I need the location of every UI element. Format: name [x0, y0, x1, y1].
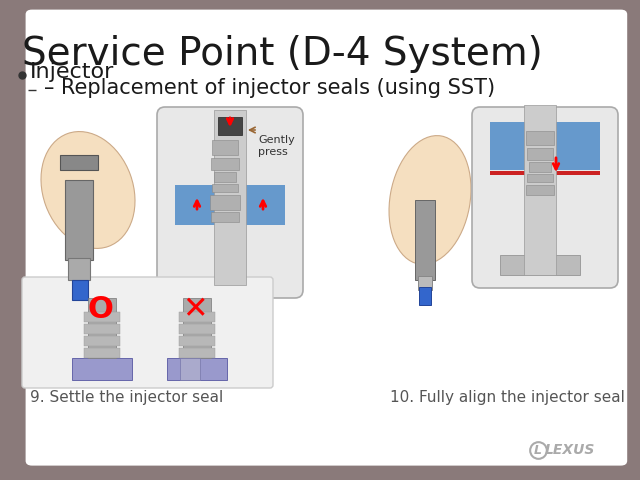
Text: Service Point (D-4 System): Service Point (D-4 System): [22, 35, 543, 73]
Bar: [524, 105, 556, 275]
Bar: [179, 336, 215, 346]
Bar: [167, 358, 227, 380]
Bar: [214, 172, 236, 182]
Bar: [418, 276, 432, 290]
Bar: [179, 348, 215, 358]
Bar: [218, 117, 242, 135]
Bar: [214, 110, 246, 285]
Bar: [72, 358, 132, 380]
Text: – Replacement of injector seals (using SST): – Replacement of injector seals (using S…: [44, 78, 495, 98]
Bar: [180, 358, 200, 380]
Bar: [84, 336, 120, 346]
Bar: [415, 200, 435, 280]
Bar: [212, 140, 238, 155]
Text: 10. Fully align the injector seal: 10. Fully align the injector seal: [390, 390, 625, 405]
Bar: [210, 195, 240, 210]
Bar: [84, 348, 120, 358]
Text: O: O: [87, 295, 113, 324]
Text: 9. Settle the injector seal: 9. Settle the injector seal: [30, 390, 223, 405]
Bar: [526, 131, 554, 145]
Bar: [212, 184, 238, 192]
Text: L: L: [534, 444, 542, 456]
Bar: [500, 255, 580, 275]
Bar: [211, 212, 239, 222]
FancyBboxPatch shape: [472, 107, 618, 288]
Bar: [65, 180, 93, 260]
Bar: [84, 324, 120, 334]
Bar: [211, 158, 239, 170]
Text: Gently
press: Gently press: [258, 135, 295, 157]
Text: Injector: Injector: [30, 62, 115, 82]
FancyBboxPatch shape: [22, 277, 273, 388]
Bar: [72, 280, 88, 300]
Bar: [88, 298, 116, 358]
Bar: [527, 174, 553, 182]
Bar: [60, 155, 98, 170]
Bar: [179, 324, 215, 334]
Text: ✕: ✕: [182, 295, 208, 324]
Ellipse shape: [41, 132, 135, 249]
Bar: [490, 171, 600, 175]
Text: LEXUS: LEXUS: [545, 443, 595, 457]
Bar: [490, 122, 600, 170]
Bar: [68, 258, 90, 280]
Bar: [84, 312, 120, 322]
Bar: [179, 312, 215, 322]
Bar: [527, 148, 553, 160]
Bar: [175, 185, 285, 225]
Bar: [529, 162, 551, 172]
Bar: [526, 185, 554, 195]
FancyBboxPatch shape: [157, 107, 303, 298]
Ellipse shape: [389, 136, 471, 264]
Bar: [419, 287, 431, 305]
Bar: [183, 298, 211, 358]
